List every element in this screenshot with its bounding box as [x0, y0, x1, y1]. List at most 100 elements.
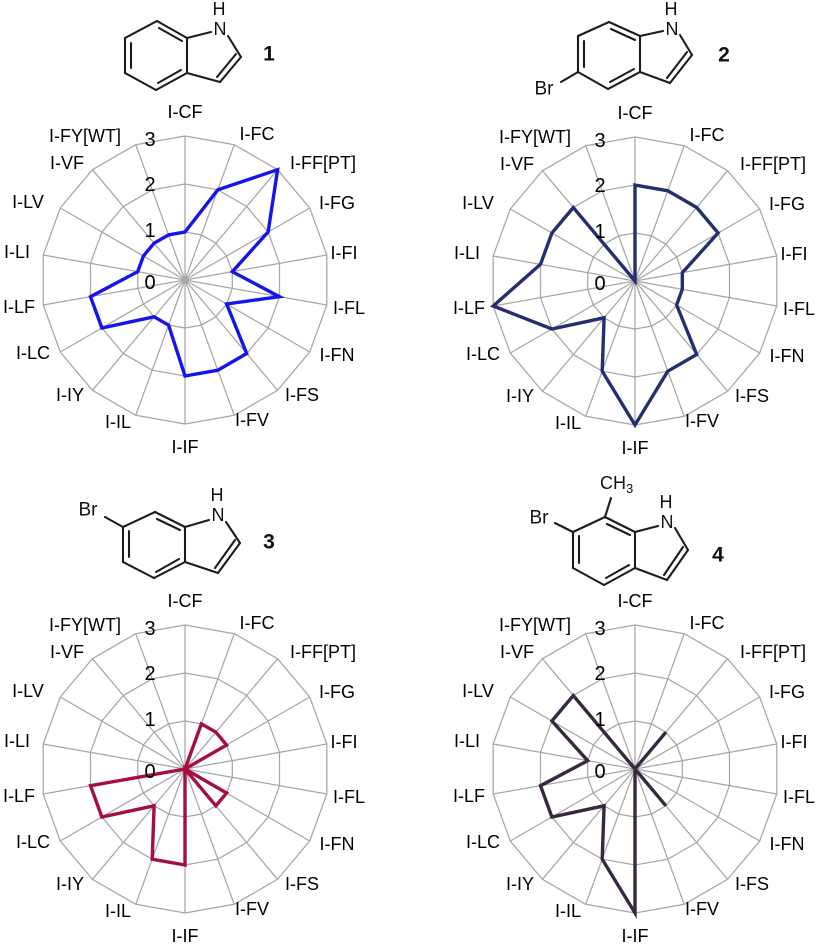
axis-label-I-IY: I-IY — [506, 386, 534, 406]
radial-tick-3: 3 — [594, 618, 605, 640]
axis-label-I-FI: I-FI — [781, 732, 808, 752]
grid-ring-1 — [587, 232, 683, 330]
axis-label-I-FS: I-FS — [735, 874, 769, 894]
axis-label-I-FV: I-FV — [685, 411, 719, 431]
axis-label-I-IY: I-IY — [506, 874, 534, 894]
axis-label-I-FC: I-FC — [690, 613, 725, 633]
atom-label-n: N — [214, 19, 227, 39]
radial-tick-0: 0 — [594, 273, 605, 295]
axis-label-I-LV: I-LV — [462, 193, 494, 213]
axis-label-I-FG: I-FG — [319, 682, 355, 702]
axis-label-I-FS: I-FS — [735, 386, 769, 406]
radial-tick-3: 3 — [144, 618, 155, 640]
atom-label-ch3: CH3 — [600, 473, 633, 496]
radial-tick-3: 3 — [144, 129, 155, 151]
axis-label-I-FC: I-FC — [240, 613, 275, 633]
radar-grid — [42, 135, 328, 425]
atom-label-n: N — [212, 505, 225, 525]
axis-label-I-IL: I-IL — [105, 901, 131, 921]
radial-tick-3: 3 — [594, 130, 605, 152]
axis-label-I-FS: I-FS — [285, 874, 319, 894]
axis-label-I-FG: I-FG — [319, 193, 355, 213]
axis-label-I-LI: I-LI — [454, 731, 480, 751]
axis-label-I-CF: I-CF — [168, 102, 203, 122]
axis-label-I-CF: I-CF — [168, 591, 203, 611]
axis-label-I-LV: I-LV — [12, 681, 44, 701]
radial-tick-1: 1 — [144, 709, 155, 731]
atom-label-h: H — [660, 492, 673, 512]
axis-label-I-IL: I-IL — [555, 901, 581, 921]
radial-tick-2: 2 — [144, 663, 155, 685]
axis-label-I-FV: I-FV — [685, 899, 719, 919]
bond-skeleton-2 — [559, 20, 694, 91]
axis-label-I-LI: I-LI — [454, 243, 480, 263]
atom-label-h: H — [213, 0, 226, 19]
axis-label-I-FN: I-FN — [770, 834, 805, 854]
axis-label-I-IL: I-IL — [555, 413, 581, 433]
radar-labels: I-CF I-FC I-FF[PT] I-FG I-FI I-FL I-FNI-FS I-FV… — [453, 103, 815, 458]
radar-chart-1: I-CF I-FC I-FF[PT] I-FG I-FI I-FL I-FNI-FS I-FV… — [3, 102, 365, 457]
radial-tick-2: 2 — [594, 175, 605, 197]
radar-grid — [42, 624, 328, 914]
axis-label-I-FI: I-FI — [331, 732, 358, 752]
radar-labels: I-CF I-FC I-FF[PT] I-FG I-FI I-FL I-FNI-FS I-FV… — [3, 591, 365, 946]
radial-tick-1: 1 — [594, 709, 605, 731]
atom-label-n: N — [661, 512, 674, 532]
atom-label-br: Br — [79, 500, 99, 521]
axis-label-I-VF: I-VF — [50, 153, 84, 173]
axis-label-I-IY: I-IY — [56, 385, 84, 405]
bond-skeleton-4 — [553, 496, 690, 587]
axis-label-I-LC: I-LC — [466, 832, 500, 852]
axis-label-I-CF: I-CF — [618, 103, 653, 123]
axis-label-I-VF: I-VF — [500, 642, 534, 662]
axis-label-I-FYWT: I-FY[WT] — [499, 615, 571, 635]
axis-label-I-FV: I-FV — [235, 410, 269, 430]
axis-label-I-VF: I-VF — [50, 642, 84, 662]
bond-skeleton-1 — [123, 19, 243, 92]
atom-label-h: H — [211, 485, 224, 505]
axis-label-I-VF: I-VF — [500, 154, 534, 174]
structure-5-bromoindole: H N Br 2 — [535, 0, 730, 100]
axis-label-I-LI: I-LI — [4, 731, 30, 751]
axis-label-I-LF: I-LF — [3, 786, 35, 806]
radar-chart-2: I-CF I-FC I-FF[PT] I-FG I-FI I-FL I-FNI-FS I-FV… — [453, 103, 815, 458]
axis-label-I-LF: I-LF — [453, 298, 485, 318]
axis-label-I-LC: I-LC — [466, 344, 500, 364]
structure-6-bromoindole: H N Br 3 — [79, 485, 275, 580]
axis-label-I-FI: I-FI — [781, 244, 808, 264]
structure-6-bromo-7-methylindole: H N Br CH3 4 — [530, 473, 724, 587]
axis-label-I-LC: I-LC — [16, 832, 50, 852]
axis-label-I-FL: I-FL — [333, 787, 365, 807]
axis-label-I-FYWT: I-FY[WT] — [499, 127, 571, 147]
axis-label-I-FI: I-FI — [331, 243, 358, 263]
axis-label-I-FC: I-FC — [240, 124, 275, 144]
axis-label-I-LI: I-LI — [4, 242, 30, 262]
radial-tick-1: 1 — [144, 220, 155, 242]
axis-label-I-IL: I-IL — [105, 412, 131, 432]
axis-label-I-LV: I-LV — [462, 681, 494, 701]
compound-number-4: 4 — [712, 544, 724, 567]
compound-number-1: 1 — [263, 43, 275, 66]
axis-label-I-IY: I-IY — [56, 874, 84, 894]
atom-label-br: Br — [530, 508, 550, 529]
radar-chart-3: I-CF I-FC I-FF[PT] I-FG I-FI I-FL I-FNI-FS I-FV… — [3, 591, 365, 946]
grid-ring-3 — [42, 135, 328, 425]
axis-label-I-LC: I-LC — [16, 343, 50, 363]
bond-skeleton-3 — [103, 510, 242, 580]
axis-label-I-FL: I-FL — [783, 787, 815, 807]
radial-tick-0: 0 — [144, 761, 155, 783]
axis-label-I-IF: I-IF — [622, 438, 649, 458]
axis-label-I-FN: I-FN — [320, 834, 355, 854]
axis-label-I-FS: I-FS — [285, 385, 319, 405]
compound-number-3: 3 — [263, 531, 275, 554]
radial-tick-2: 2 — [144, 174, 155, 196]
data-series-compound-3 — [88, 721, 230, 868]
radial-tick-1: 1 — [594, 221, 605, 243]
data-series-compound-2 — [489, 182, 721, 429]
atom-label-h: H — [665, 0, 678, 19]
axis-label-I-FYWT: I-FY[WT] — [49, 615, 121, 635]
axis-label-I-FFPT: I-FF[PT] — [290, 642, 356, 662]
axis-label-I-FN: I-FN — [320, 345, 355, 365]
atom-label-n: N — [666, 19, 679, 39]
